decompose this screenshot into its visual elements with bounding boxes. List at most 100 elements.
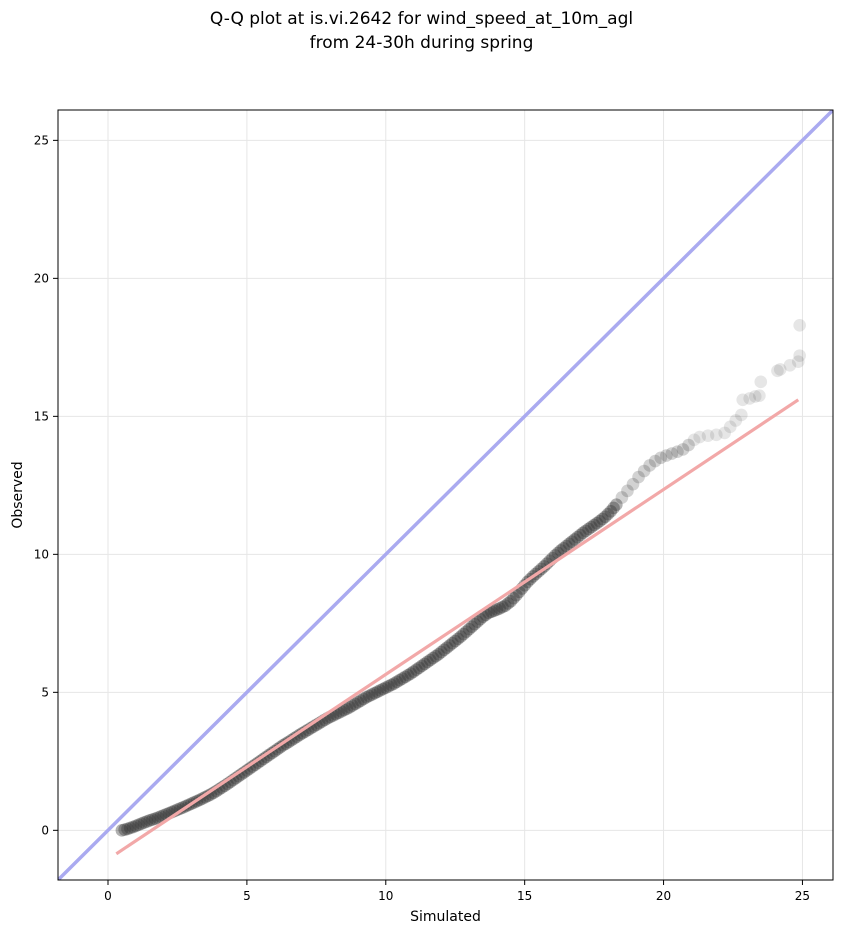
data-point xyxy=(151,811,165,824)
data-point xyxy=(398,670,412,684)
data-point xyxy=(418,657,431,671)
x-tick-label: 10 xyxy=(378,889,393,903)
data-point xyxy=(554,544,568,557)
data-point xyxy=(510,588,523,602)
data-point xyxy=(148,812,162,826)
data-point xyxy=(604,504,618,518)
data-point xyxy=(637,464,651,478)
data-point xyxy=(387,677,401,690)
data-point xyxy=(257,752,270,766)
data-point xyxy=(348,697,362,711)
data-point xyxy=(340,702,354,715)
grid-lines xyxy=(58,110,833,880)
data-point xyxy=(121,822,134,836)
data-point xyxy=(573,528,587,542)
chart-title-line-1: Q-Q plot at is.vi.2642 for wind_speed_at… xyxy=(210,9,633,29)
data-point xyxy=(143,814,156,827)
data-point xyxy=(507,591,520,605)
data-point xyxy=(607,501,620,515)
y-axis-label: Observed xyxy=(10,461,26,528)
data-point xyxy=(415,659,429,673)
data-point xyxy=(518,578,531,592)
data-point xyxy=(582,522,595,536)
identity-line xyxy=(58,110,833,880)
data-point xyxy=(137,816,151,829)
data-point xyxy=(598,510,612,524)
data-point xyxy=(260,750,273,764)
chart-title-line-2: from 24-30h during spring xyxy=(310,33,534,53)
data-point xyxy=(643,459,656,472)
data-point xyxy=(576,526,590,540)
data-point xyxy=(793,349,806,362)
data-point xyxy=(382,679,395,693)
data-point xyxy=(248,758,262,771)
data-point xyxy=(654,451,668,465)
y-tick-label: 25 xyxy=(34,133,49,147)
data-point xyxy=(468,617,481,631)
data-point xyxy=(451,632,465,646)
data-point xyxy=(435,645,448,659)
data-point xyxy=(146,813,159,826)
scatter-points xyxy=(115,318,806,837)
data-point xyxy=(593,514,606,528)
data-point xyxy=(251,756,265,770)
data-point xyxy=(132,818,145,832)
data-point xyxy=(446,636,459,650)
data-point xyxy=(432,647,445,661)
data-point xyxy=(462,622,476,636)
data-point xyxy=(793,318,806,332)
y-axis-ticks: 0 5 10 15 20 25 xyxy=(34,133,58,837)
data-point xyxy=(129,819,143,833)
y-tick-label: 20 xyxy=(34,271,49,285)
data-point xyxy=(335,705,348,718)
data-point xyxy=(485,605,498,619)
data-point xyxy=(748,390,762,403)
y-tick-label: 15 xyxy=(34,409,49,423)
data-point xyxy=(562,537,576,551)
data-point xyxy=(343,700,356,714)
data-point xyxy=(743,392,756,405)
data-point xyxy=(437,643,451,657)
data-point xyxy=(735,408,748,422)
data-point xyxy=(753,389,766,402)
data-point xyxy=(648,454,662,468)
data-point xyxy=(571,530,584,544)
data-point xyxy=(487,604,501,617)
fit-line xyxy=(115,398,800,856)
data-point xyxy=(632,470,645,484)
data-point xyxy=(368,686,381,700)
data-point xyxy=(135,817,148,830)
data-point xyxy=(621,484,634,498)
data-point xyxy=(457,627,470,641)
data-point xyxy=(718,426,731,440)
data-point xyxy=(426,651,440,665)
data-point xyxy=(362,689,376,703)
data-point xyxy=(671,445,684,458)
data-point xyxy=(626,477,640,491)
data-point xyxy=(460,625,473,638)
data-point xyxy=(410,663,423,676)
y-tick-label: 0 xyxy=(41,823,49,837)
data-point xyxy=(660,449,673,462)
data-point xyxy=(490,603,504,616)
x-tick-label: 0 xyxy=(104,889,112,903)
data-point xyxy=(590,516,604,530)
data-point xyxy=(123,821,137,835)
y-tick-label: 5 xyxy=(41,685,49,699)
data-point xyxy=(290,730,304,743)
data-point xyxy=(585,520,598,534)
data-point xyxy=(596,512,609,526)
data-point xyxy=(723,420,737,434)
data-point xyxy=(682,438,695,452)
plot-frame xyxy=(57,109,834,881)
data-point xyxy=(701,429,715,442)
data-point xyxy=(610,498,623,511)
data-point xyxy=(115,824,129,837)
data-point xyxy=(501,597,515,610)
data-point xyxy=(351,695,365,709)
data-point xyxy=(393,673,406,687)
x-axis-ticks: 0 5 10 15 20 25 xyxy=(104,880,810,903)
data-point xyxy=(254,754,268,768)
data-point xyxy=(412,661,426,675)
